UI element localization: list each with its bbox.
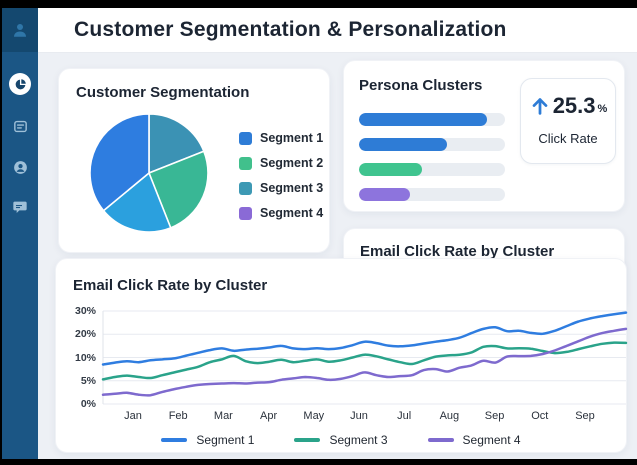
legend-swatch <box>161 438 188 442</box>
line-chart <box>101 310 628 405</box>
y-axis-tick-label: 30% <box>74 305 96 317</box>
legend-item: Segment 4 <box>427 433 521 447</box>
click-rate-value: 25.3 <box>552 93 596 118</box>
x-axis-tick-label: Aug <box>439 410 460 422</box>
sidebar <box>2 8 38 459</box>
pie-legend: Segment 1 Segment 2 Segment 3 Segment 4 <box>239 131 323 220</box>
active-nav-indicator <box>9 73 31 95</box>
legend-item: Segment 3 <box>294 433 388 447</box>
legend-swatch <box>239 181 252 195</box>
card-title: Email Click Rate by Cluster <box>360 243 555 260</box>
y-axis-tick-label: 0% <box>80 398 96 410</box>
persona-clusters-card: Persona Clusters 25.3 % Click Rate <box>343 60 625 212</box>
x-axis-tick-label: May <box>303 410 325 422</box>
legend-label: Segment 4 <box>462 433 521 447</box>
legend-swatch <box>427 438 454 442</box>
x-axis-tick-label: Sep <box>484 410 505 422</box>
chat-icon[interactable] <box>2 193 38 221</box>
card-title: Customer Segmentation <box>76 84 250 101</box>
customer-segmentation-card: Customer Segmentation Segment 1 Segment … <box>58 68 330 253</box>
y-axis-tick-label: 5% <box>80 374 96 387</box>
dashboard-app: Customer Segmentation & Personalization … <box>2 8 637 459</box>
legend-label: Segment 2 <box>260 156 324 170</box>
x-axis-tick-label: Jun <box>350 410 368 422</box>
trend-up-arrow-icon <box>532 98 548 115</box>
persona-bar-fill <box>359 113 488 126</box>
legend-label: Segment 3 <box>260 181 324 195</box>
x-axis-tick-label: Oct <box>531 410 549 422</box>
segmentation-pie-chart <box>87 111 211 235</box>
x-axis-tick-label: Apr <box>260 410 278 422</box>
persona-bar-fill <box>359 188 411 201</box>
x-axis-tick-label: Mar <box>213 410 233 422</box>
page-title: Customer Segmentation & Personalization <box>74 18 507 41</box>
legend-label: Segment 3 <box>329 433 388 447</box>
legend-swatch <box>239 156 252 170</box>
persona-bar-track <box>359 163 505 176</box>
profile-icon[interactable] <box>2 8 38 52</box>
legend-label: Segment 1 <box>260 131 324 145</box>
legend-item: Segment 2 <box>239 156 323 170</box>
persona-bar-track <box>359 188 505 201</box>
legend-item: Segment 3 <box>239 181 323 195</box>
legend-label: Segment 1 <box>196 433 255 447</box>
header: Customer Segmentation & Personalization <box>38 8 637 53</box>
x-axis-tick-label: Jan <box>124 410 142 422</box>
card-list-icon[interactable] <box>2 112 38 140</box>
persona-bar-fill <box>359 163 422 176</box>
persona-bar-track <box>359 138 505 151</box>
persona-bar-track <box>359 113 505 126</box>
pie-chart-icon[interactable] <box>2 70 38 98</box>
click-rate-label: Click Rate <box>538 131 598 146</box>
click-rate-unit: % <box>597 103 608 115</box>
legend-item: Segment 1 <box>239 131 323 145</box>
x-axis-tick-label: Feb <box>168 410 188 422</box>
legend-item: Segment 4 <box>239 206 323 220</box>
persona-cluster-bars <box>359 113 505 201</box>
legend-swatch <box>239 131 252 145</box>
legend-label: Segment 4 <box>260 206 324 220</box>
user-icon[interactable] <box>2 153 38 181</box>
click-rate-stat-card: 25.3 % Click Rate <box>520 78 616 164</box>
legend-swatch <box>239 206 252 220</box>
x-axis-tick-label: Jul <box>397 410 412 422</box>
line-chart-legend: Segment 1 Segment 3 Segment 4 <box>56 433 626 447</box>
y-axis-tick-label: 10% <box>74 351 96 364</box>
legend-swatch <box>294 438 321 442</box>
chart-title: Email Click Rate by Cluster <box>73 277 268 294</box>
legend-item: Segment 1 <box>161 433 254 447</box>
card-title: Persona Clusters <box>359 77 483 94</box>
x-axis-tick-label: Sep <box>575 410 595 422</box>
email-click-rate-chart-card: Email Click Rate by Cluster Segment 1 Se… <box>55 258 628 453</box>
persona-bar-fill <box>359 138 447 151</box>
y-axis-tick-label: 20% <box>74 328 96 341</box>
